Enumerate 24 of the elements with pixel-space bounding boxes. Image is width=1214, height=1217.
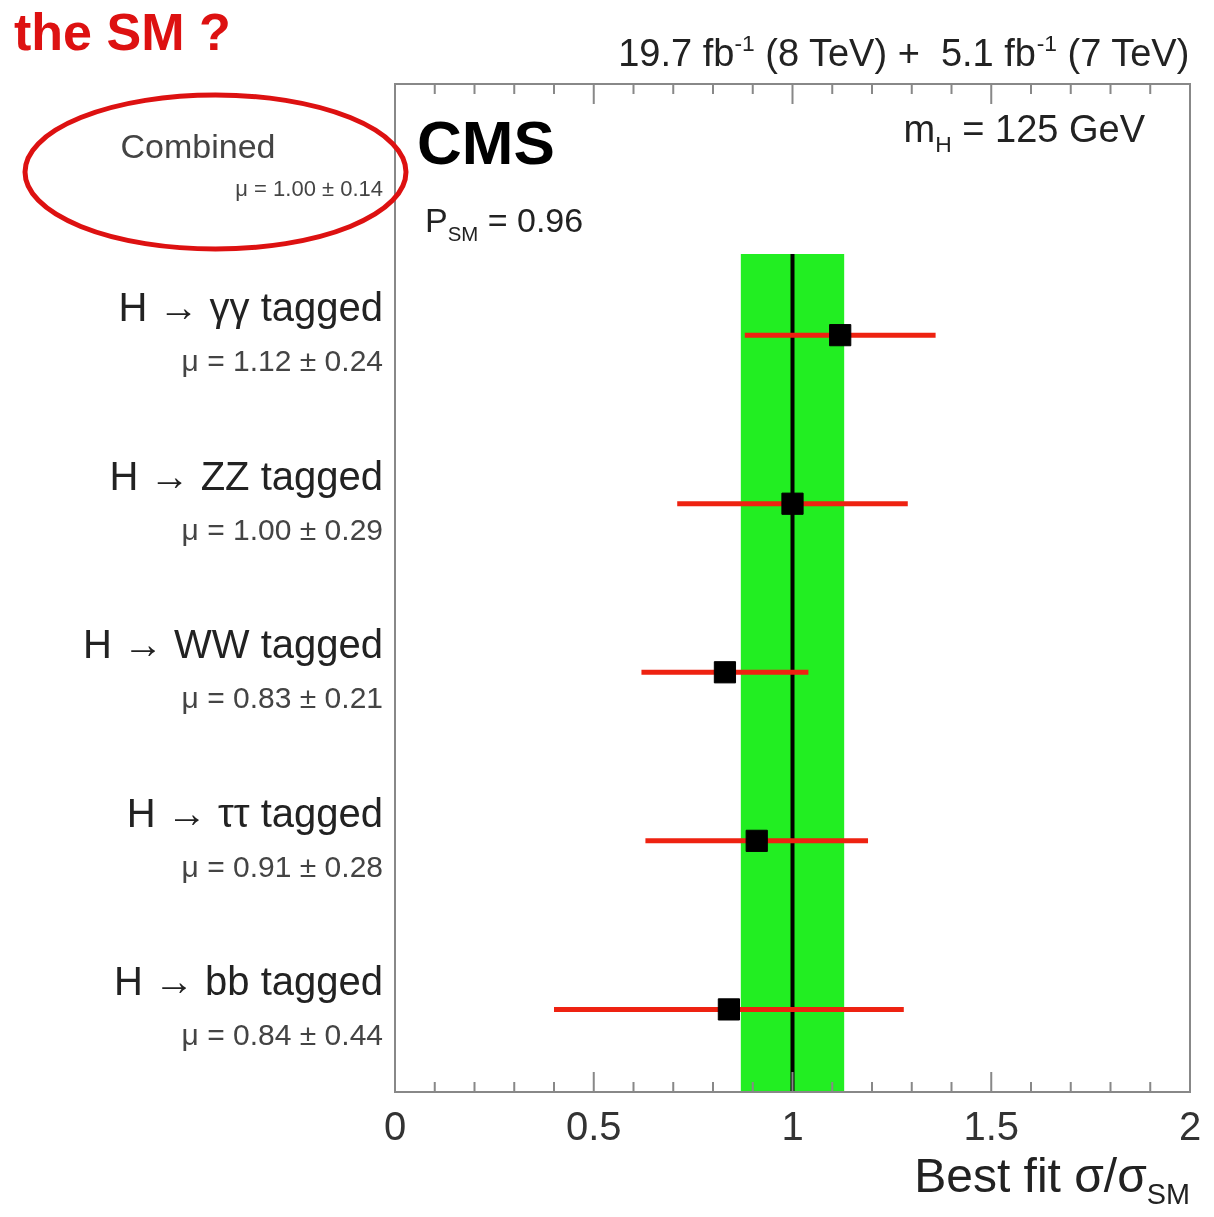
y-tick-label: H → bb tagged	[113, 959, 383, 1004]
x-tick-label: 0	[383, 1104, 407, 1148]
data-label: μ = 0.84 ± 0.44	[181, 1018, 383, 1052]
y-tick-label: H → WW tagged	[82, 622, 383, 667]
data-label: μ = 1.00 ± 0.29	[181, 512, 383, 546]
y-tick-label: H → ττ tagged	[126, 790, 383, 835]
y-tick-label: H → ZZ tagged	[109, 453, 383, 498]
point	[781, 492, 804, 515]
text: μ = 1.00 ± 0.14	[235, 176, 383, 201]
point	[713, 661, 737, 684]
data-label: μ = 0.83 ± 0.21	[181, 681, 383, 715]
x-tick-label: 1	[781, 1104, 804, 1148]
data-label: μ = 0.91 ± 0.28	[181, 849, 383, 883]
y-tick-label: H → γγ tagged	[118, 285, 384, 330]
x-tick-label: 2	[1178, 1104, 1202, 1148]
chart-title: the SM ?	[14, 3, 231, 61]
text: Combined	[120, 127, 276, 165]
text: CMS	[417, 108, 555, 177]
point	[745, 829, 768, 852]
x-tick-label: 1.5	[963, 1104, 1020, 1148]
point	[717, 998, 741, 1021]
point	[829, 324, 852, 347]
x-tick-label: 0.5	[565, 1104, 622, 1148]
data-label: μ = 1.12 ± 0.24	[181, 344, 383, 378]
